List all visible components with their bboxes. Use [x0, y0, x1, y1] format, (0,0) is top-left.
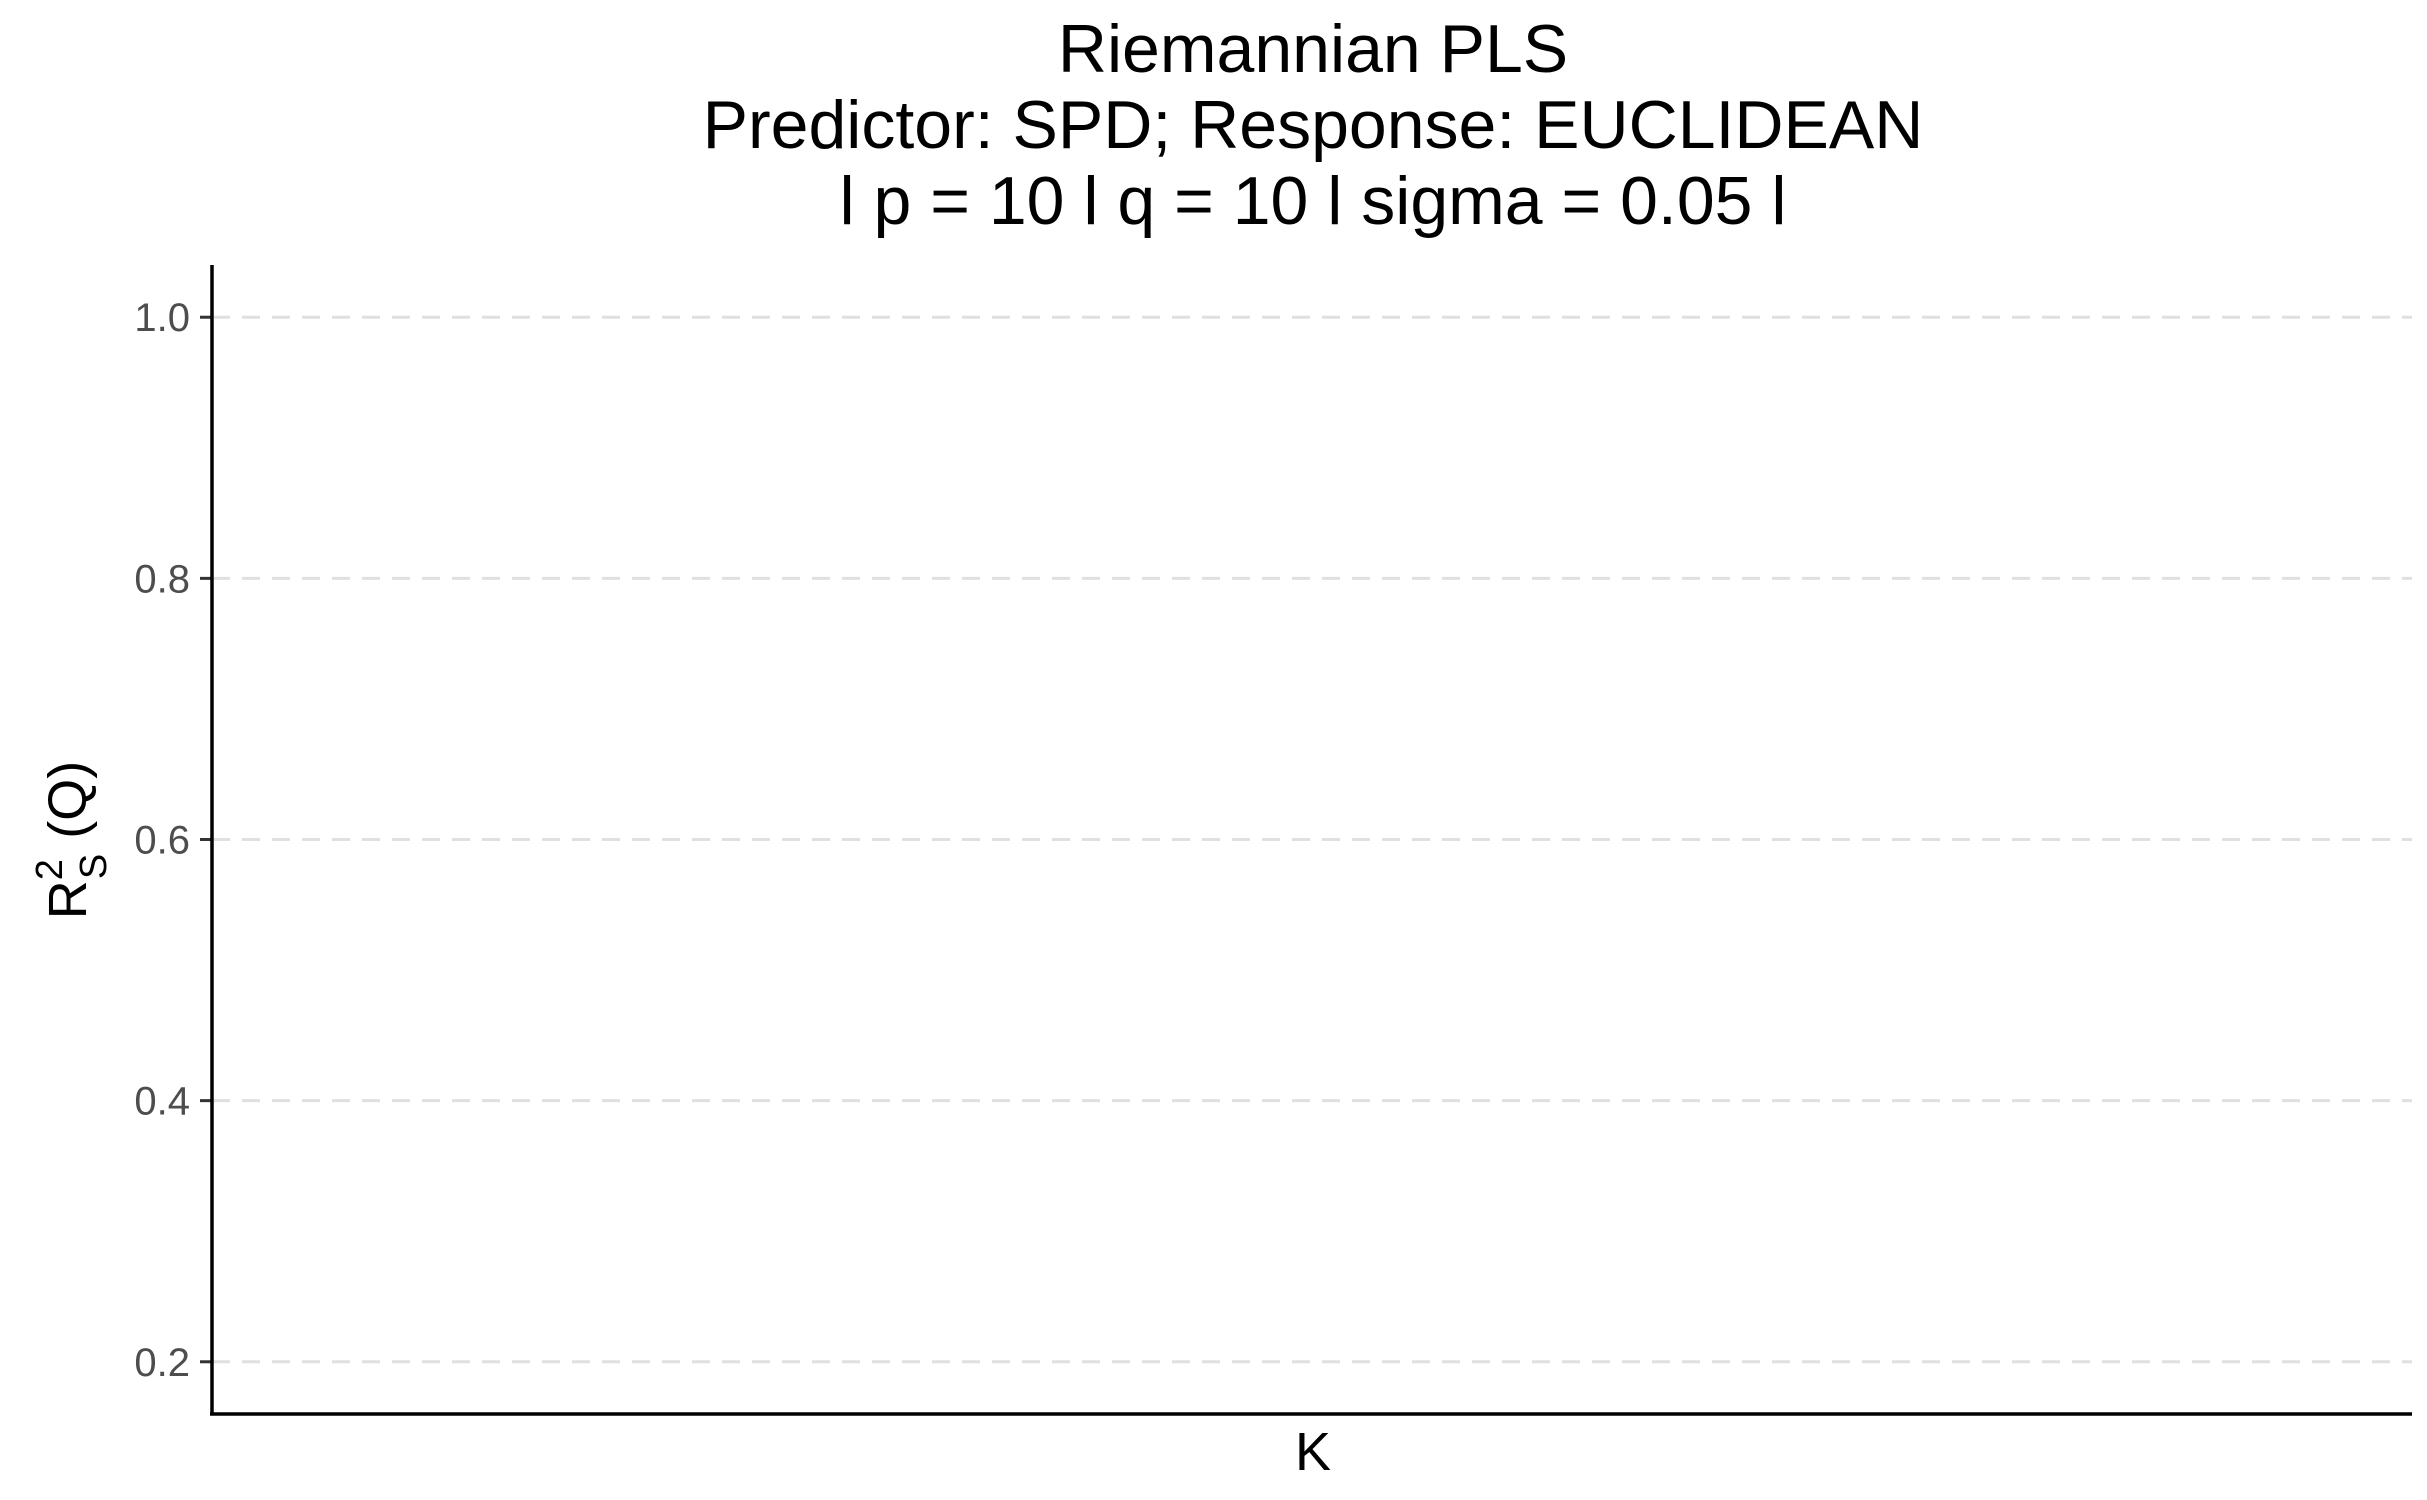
- y-tick-label-2: 0.6: [134, 819, 190, 863]
- y-tick-label-0: 0.2: [134, 1341, 190, 1385]
- y-axis-ticks: 0.2 0.4 0.6 0.8 1.0: [134, 296, 212, 1385]
- y-axis-label-superscript: 2: [29, 859, 71, 880]
- chart-title: Riemannian PLS Predictor: SPD; Response:…: [703, 11, 1924, 239]
- gridlines: [212, 315, 2412, 1364]
- x-axis-label: K: [1295, 1422, 1331, 1482]
- y-axis-label-base: R: [38, 880, 98, 919]
- chart-title-line-3: l p = 10 l q = 10 l sigma = 0.05 l: [840, 163, 1787, 239]
- y-axis-label: R2S (Q): [29, 761, 115, 919]
- chart-title-line-1: Riemannian PLS: [1058, 11, 1568, 87]
- chart-title-line-2: Predictor: SPD; Response: EUCLIDEAN: [703, 87, 1924, 163]
- y-axis-label-suffix: (Q): [38, 761, 98, 854]
- y-axis-label-subscript: S: [73, 854, 115, 879]
- y-tick-label-3: 0.8: [134, 557, 190, 601]
- y-tick-label-1: 0.4: [134, 1080, 190, 1124]
- y-tick-label-4: 1.0: [134, 296, 190, 340]
